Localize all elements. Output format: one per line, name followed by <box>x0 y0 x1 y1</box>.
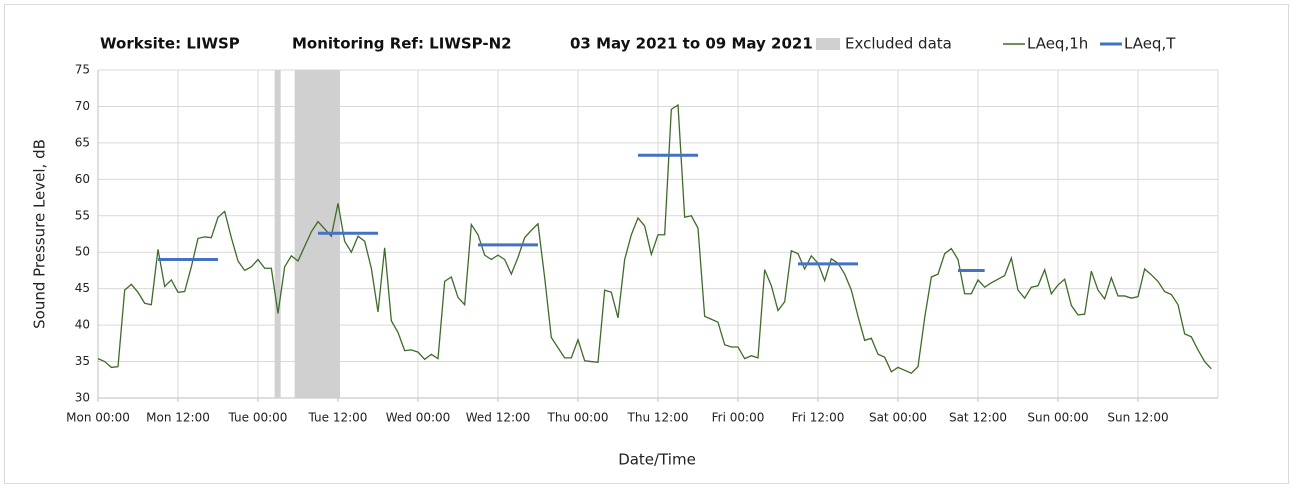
y-tick-label: 45 <box>75 281 90 295</box>
excluded-band <box>274 70 281 398</box>
y-tick-label: 30 <box>75 391 90 405</box>
x-tick-label: Mon 12:00 <box>146 411 210 425</box>
y-tick-label: 60 <box>75 172 90 186</box>
x-tick-label: Fri 12:00 <box>792 411 845 425</box>
title-dates: 03 May 2021 to 09 May 2021 <box>570 35 813 53</box>
series-line <box>97 103 1212 374</box>
y-tick-label: 65 <box>75 135 90 149</box>
y-tick-label: 55 <box>75 208 90 222</box>
x-tick-label: Thu 12:00 <box>627 411 689 425</box>
chart-frame <box>4 4 1289 484</box>
x-tick-label: Thu 00:00 <box>547 411 609 425</box>
x-tick-label: Fri 00:00 <box>712 411 765 425</box>
x-tick-label: Sun 12:00 <box>1107 411 1168 425</box>
title-ref: Monitoring Ref: LIWSP-N2 <box>292 35 512 53</box>
x-axis-title: Date/Time <box>618 451 696 469</box>
y-axis-title: Sound Pressure Level, dB <box>31 139 49 329</box>
y-tick-label: 50 <box>75 245 90 259</box>
y-tick-label: 35 <box>75 354 90 368</box>
legend-label: Excluded data <box>845 35 952 53</box>
y-tick-label: 70 <box>75 99 90 113</box>
x-tick-label: Wed 12:00 <box>466 411 531 425</box>
x-tick-label: Tue 12:00 <box>308 411 368 425</box>
x-tick-label: Mon 00:00 <box>66 411 130 425</box>
legend-swatch <box>816 38 840 50</box>
legend-label: LAeq,T <box>1124 35 1176 53</box>
title-worksite: Worksite: LIWSP <box>100 35 240 53</box>
y-tick-label: 75 <box>75 63 90 77</box>
legend-label: LAeq,1h <box>1027 35 1088 53</box>
x-tick-label: Sat 00:00 <box>869 411 927 425</box>
x-tick-label: Tue 00:00 <box>228 411 288 425</box>
x-tick-label: Sat 12:00 <box>949 411 1007 425</box>
x-tick-label: Sun 00:00 <box>1027 411 1088 425</box>
y-tick-label: 40 <box>75 318 90 332</box>
x-tick-label: Wed 00:00 <box>386 411 451 425</box>
